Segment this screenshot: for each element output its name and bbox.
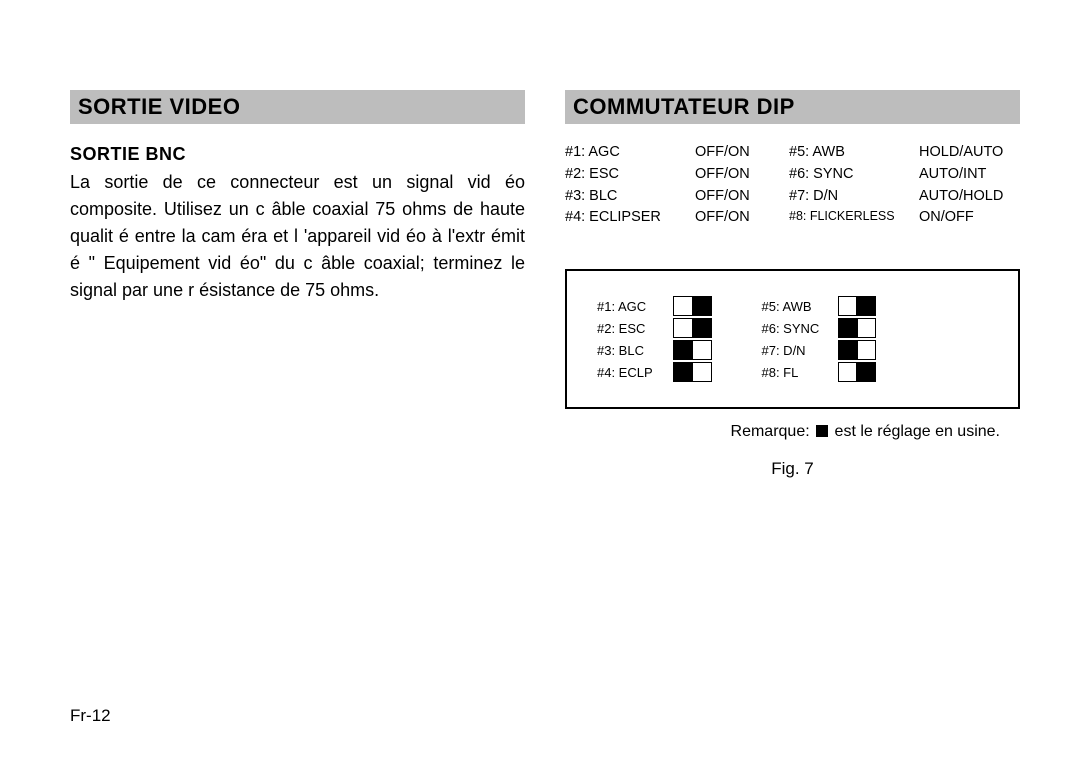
dip-switch-pos-0 bbox=[673, 318, 693, 338]
dip-table-row: #2: ESCOFF/ON#6: SYNCAUTO/INT bbox=[565, 164, 1020, 186]
dip-switch-row: #7: D/N bbox=[762, 339, 877, 361]
dip-switch-pos-0 bbox=[838, 362, 858, 382]
dip-switch-row: #3: BLC bbox=[597, 339, 712, 361]
dip-switch-pos-1 bbox=[856, 340, 876, 360]
dip-switch-label: #3: BLC bbox=[597, 343, 673, 358]
dip-switch-row: #4: ECLP bbox=[597, 361, 712, 383]
dip-cell: HOLD/AUTO bbox=[919, 142, 1020, 164]
figure-label: Fig. 7 bbox=[565, 459, 1020, 479]
dip-switch-label: #4: ECLP bbox=[597, 365, 673, 380]
dip-switch bbox=[838, 318, 877, 338]
dip-switch-pos-0 bbox=[673, 340, 693, 360]
dip-switch-pos-1 bbox=[856, 296, 876, 316]
dip-table-row: #1: AGCOFF/ON#5: AWBHOLD/AUTO bbox=[565, 142, 1020, 164]
right-column: COMMUTATEUR DIP #1: AGCOFF/ON#5: AWBHOLD… bbox=[565, 90, 1020, 726]
dip-caption: Remarque: est le réglage en usine. bbox=[565, 423, 1020, 441]
dip-cell: OFF/ON bbox=[695, 142, 789, 164]
dip-switch-row: #2: ESC bbox=[597, 317, 712, 339]
dip-cell: AUTO/INT bbox=[919, 164, 1020, 186]
filled-square-icon bbox=[816, 425, 828, 437]
dip-switch-pos-1 bbox=[692, 362, 712, 382]
dip-switch-label: #7: D/N bbox=[762, 343, 838, 358]
dip-cell: #7: D/N bbox=[789, 186, 919, 208]
dip-switch bbox=[673, 296, 712, 316]
caption-suffix: est le réglage en usine. bbox=[830, 423, 1000, 440]
dip-switch-pos-1 bbox=[856, 362, 876, 382]
dip-switch-pos-1 bbox=[692, 296, 712, 316]
dip-cell: #4: ECLIPSER bbox=[565, 207, 695, 229]
dip-cell: #3: BLC bbox=[565, 186, 695, 208]
dip-switch-pos-1 bbox=[692, 318, 712, 338]
page-number: Fr-12 bbox=[70, 706, 111, 726]
dip-table-row: #4: ECLIPSEROFF/ON#8: FLICKERLESSON/OFF bbox=[565, 207, 1020, 229]
caption-prefix: Remarque: bbox=[731, 423, 815, 440]
dip-table-row: #3: BLCOFF/ON#7: D/NAUTO/HOLD bbox=[565, 186, 1020, 208]
dip-switch bbox=[838, 362, 877, 382]
left-body: La sortie de ce connecteur est un signal… bbox=[70, 169, 525, 304]
dip-switch-pos-1 bbox=[692, 340, 712, 360]
dip-cell: #2: ESC bbox=[565, 164, 695, 186]
dip-switch bbox=[673, 340, 712, 360]
dip-switch-row: #1: AGC bbox=[597, 295, 712, 317]
dip-switch-pos-0 bbox=[673, 296, 693, 316]
dip-switch-pos-0 bbox=[838, 340, 858, 360]
dip-table: #1: AGCOFF/ON#5: AWBHOLD/AUTO#2: ESCOFF/… bbox=[565, 142, 1020, 229]
dip-cell: #5: AWB bbox=[789, 142, 919, 164]
dip-switch-label: #1: AGC bbox=[597, 299, 673, 314]
dip-switch-pos-0 bbox=[838, 318, 858, 338]
dip-switch-row: #6: SYNC bbox=[762, 317, 877, 339]
dip-cell: #1: AGC bbox=[565, 142, 695, 164]
dip-switch-label: #8: FL bbox=[762, 365, 838, 380]
dip-diagram: #1: AGC #2: ESC #3: BLC #4: ECLP #5: AWB #6:… bbox=[565, 269, 1020, 409]
dip-switch-pos-1 bbox=[856, 318, 876, 338]
dip-cell: AUTO/HOLD bbox=[919, 186, 1020, 208]
left-column: SORTIE VIDEO SORTIE BNC La sortie de ce … bbox=[70, 90, 525, 726]
dip-switch-label: #6: SYNC bbox=[762, 321, 838, 336]
left-heading: SORTIE VIDEO bbox=[70, 90, 525, 124]
dip-cell: OFF/ON bbox=[695, 207, 789, 229]
dip-cell: #8: FLICKERLESS bbox=[789, 207, 919, 229]
dip-switch bbox=[838, 340, 877, 360]
dip-cell: ON/OFF bbox=[919, 207, 1020, 229]
dip-group-right: #5: AWB #6: SYNC #7: D/N #8: FL bbox=[762, 295, 877, 383]
dip-cell: OFF/ON bbox=[695, 186, 789, 208]
dip-switch bbox=[673, 318, 712, 338]
dip-group-left: #1: AGC #2: ESC #3: BLC #4: ECLP bbox=[597, 295, 712, 383]
dip-switch bbox=[673, 362, 712, 382]
left-subheading: SORTIE BNC bbox=[70, 144, 525, 165]
dip-switch-row: #8: FL bbox=[762, 361, 877, 383]
dip-switch-label: #5: AWB bbox=[762, 299, 838, 314]
dip-switch-row: #5: AWB bbox=[762, 295, 877, 317]
dip-cell: OFF/ON bbox=[695, 164, 789, 186]
dip-switch-label: #2: ESC bbox=[597, 321, 673, 336]
dip-switch bbox=[838, 296, 877, 316]
dip-cell: #6: SYNC bbox=[789, 164, 919, 186]
dip-switch-pos-0 bbox=[838, 296, 858, 316]
dip-switch-pos-0 bbox=[673, 362, 693, 382]
right-heading: COMMUTATEUR DIP bbox=[565, 90, 1020, 124]
